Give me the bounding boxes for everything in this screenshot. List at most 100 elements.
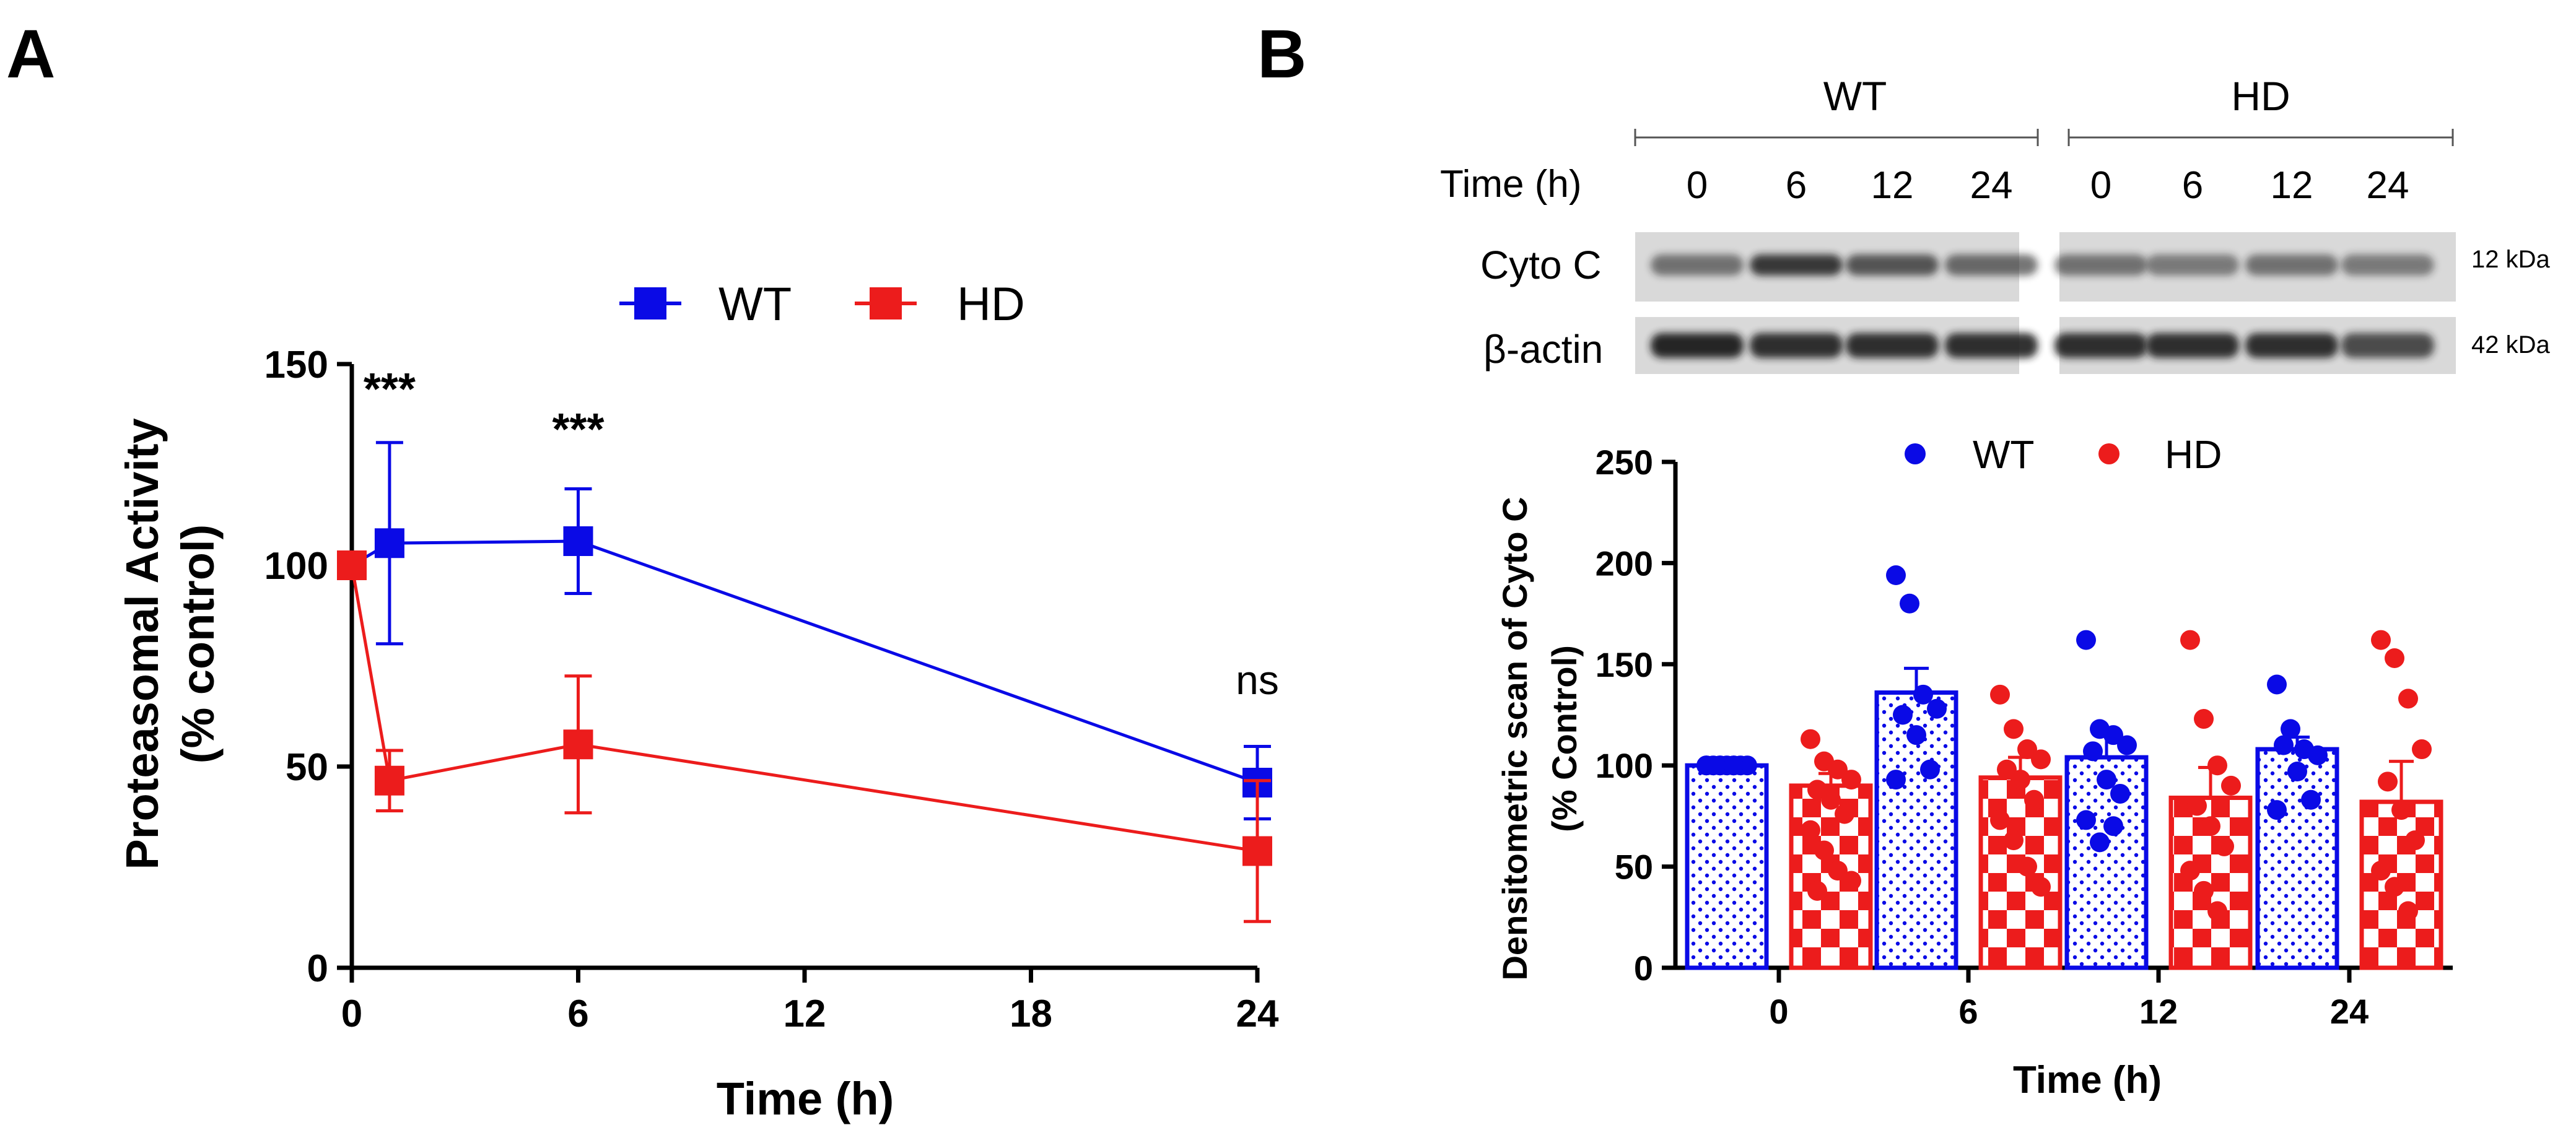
plot-b-point-hd — [2398, 689, 2418, 709]
plot-b-point-wt — [1906, 725, 1926, 745]
plot-b-point-hd — [2385, 877, 2404, 897]
plot-a-xtick-label: 12 — [784, 993, 826, 1035]
plot-b-point-hd — [2378, 771, 2398, 792]
plot-b-point-wt — [2267, 800, 2287, 820]
plot-a-xlabel: Time (h) — [717, 1073, 894, 1124]
panel-letter-a: A — [6, 16, 55, 92]
plot-a-marker-hd — [1242, 836, 1272, 866]
plot-b-point-wt — [1886, 770, 1906, 790]
plot-b-point-hd — [2194, 709, 2214, 729]
legend-b: WT HD — [1905, 432, 2222, 477]
plot-b-point-hd — [2214, 836, 2234, 856]
plot-b-xtick-label: 6 — [1958, 992, 1978, 1031]
blot-band — [1651, 333, 1744, 358]
blot-row-label-actin: β-actin — [1483, 327, 1603, 372]
blot-lane-label: 6 — [1786, 164, 1807, 207]
plot-b-bar-hd — [1978, 775, 2063, 970]
legend-b-hd-label: HD — [2165, 432, 2222, 477]
plot-b-point-hd — [1807, 780, 1827, 800]
plot-b-point-hd — [2187, 796, 2207, 816]
blot-band — [2245, 333, 2338, 358]
plot-a-marker-hd — [563, 729, 593, 760]
plot-a-ytick-label: 50 — [286, 746, 328, 789]
plot-b-point-hd — [2180, 861, 2200, 881]
blot-band — [1846, 333, 1939, 358]
blot-lane-label: 24 — [1970, 164, 2013, 207]
legend-a: WT HD — [619, 278, 1025, 331]
plot-b-point-wt — [1920, 759, 1940, 780]
panel-a: A WT HD 0 50 100 150 0 6 12 18 24 *** *** ns Prote… — [6, 16, 1279, 1124]
plot-b-point-hd — [2207, 901, 2227, 921]
blot-image — [1635, 232, 2456, 374]
plot-b-point-hd — [2024, 789, 2044, 810]
plot-b-xtick-label: 24 — [2330, 992, 2369, 1031]
plot-b-point-wt — [2097, 770, 2116, 790]
plot-b-point-hd — [1841, 770, 1861, 790]
plot-a-ylabel: Proteasomal Activity — [116, 418, 168, 869]
blot-band — [2146, 254, 2239, 276]
plot-b-point-hd — [1821, 789, 1841, 810]
legend-b-wt-marker — [1905, 443, 1926, 464]
plot-b-point-hd — [2017, 856, 2037, 877]
plot-b-point-hd — [2412, 739, 2432, 760]
legend-a-hd-marker — [870, 287, 902, 319]
blot-row-kda-cytoc: 12 kDa — [2471, 246, 2550, 273]
plot-a-annotation: *** — [364, 365, 416, 414]
plot-b-ytick-label: 250 — [1596, 443, 1653, 482]
blot-row-kda-actin: 42 kDa — [2471, 331, 2550, 359]
plot-b-point-wt — [2308, 745, 2328, 765]
plot-b-point-hd — [2017, 739, 2037, 760]
plot-b-point-hd — [2371, 630, 2391, 650]
blot-group-hd: HD — [2231, 73, 2290, 119]
blot-band — [1750, 254, 1843, 276]
plot-b-point-wt — [1900, 593, 1919, 614]
plot-b-xtick-label: 0 — [1769, 992, 1788, 1031]
plot-b-point-hd — [2385, 648, 2404, 668]
plot-b-point-hd — [2405, 830, 2425, 851]
plot-b-point-wt — [2281, 719, 2300, 739]
plot-b-point-wt — [1927, 698, 1947, 719]
plot-b-point-wt — [2110, 783, 2130, 804]
plot-b-ytick-label: 50 — [1615, 848, 1653, 887]
plot-b-ytick-label: 200 — [1596, 544, 1653, 583]
plot-b-point-hd — [2004, 830, 2024, 851]
blot-lane-label: 6 — [2182, 164, 2203, 207]
blot-time-label: Time (h) — [1440, 163, 1581, 206]
plot-b-point-hd — [2221, 775, 2241, 796]
plot-b-point-hd — [2201, 816, 2220, 837]
blot-band — [1750, 333, 1843, 358]
plot-b-point-wt — [2267, 674, 2287, 695]
panel-letter-b: B — [1257, 16, 1306, 92]
blot-lane-label: 0 — [1687, 164, 1708, 207]
blot-band — [2054, 333, 2147, 358]
plot-b-point-hd — [1990, 684, 2010, 705]
plot-b-point-wt — [1710, 755, 1730, 776]
legend-b-hd-marker — [2098, 443, 2120, 464]
blot-band — [1846, 254, 1939, 276]
plot-a-ylabel-2: (% control) — [172, 524, 224, 763]
legend-b-wt-label: WT — [1973, 432, 2035, 477]
plot-a-line-wt — [351, 539, 1258, 784]
plot-b-point-wt — [1724, 755, 1744, 776]
plot-b-point-wt — [2117, 735, 2137, 755]
plot-b-point-wt — [1893, 705, 1913, 725]
blot-band — [1945, 333, 2038, 358]
plot-a-marker-hd — [337, 550, 367, 580]
plot-b-point-wt — [2090, 832, 2110, 853]
blot-lane-label: 0 — [2090, 164, 2111, 207]
plot-b-point-wt — [1913, 684, 1933, 705]
plot-b-bar-wt — [2255, 747, 2339, 970]
blot-band — [2341, 333, 2434, 358]
blot-band — [2054, 254, 2147, 276]
plot-b-point-hd — [2207, 755, 2227, 776]
plot-b-point-wt — [2083, 741, 2103, 762]
plot-a-xtick-label: 24 — [1236, 993, 1279, 1035]
plot-a-marker-wt — [563, 526, 593, 556]
plot-b-xlabel: Time (h) — [2013, 1059, 2162, 1102]
legend-a-wt-label: WT — [718, 278, 792, 331]
blot-row-label-cytoc: Cyto C — [1480, 243, 1602, 287]
plot-b-point-wt — [2103, 725, 2123, 745]
plot-a-xtick-label: 18 — [1010, 993, 1052, 1035]
plot-b-point-wt — [2103, 816, 2123, 837]
plot-b-point-hd — [2180, 630, 2200, 650]
